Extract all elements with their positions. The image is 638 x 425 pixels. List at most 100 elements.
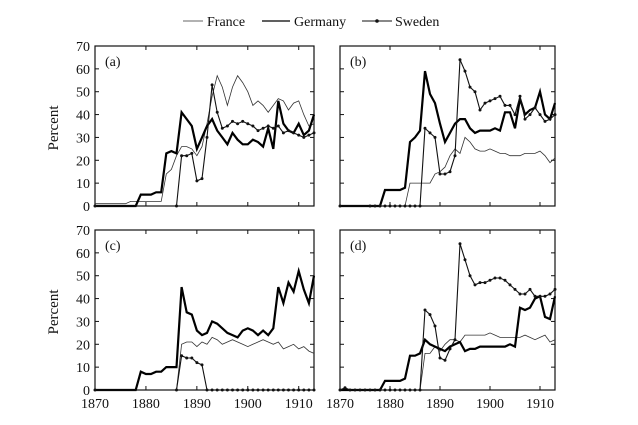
y-tick-label: 50 [76, 86, 90, 101]
point-sweden [473, 90, 477, 94]
point-sweden [523, 117, 527, 121]
point-sweden [378, 204, 382, 208]
point-sweden [483, 281, 487, 285]
point-sweden [185, 154, 189, 158]
point-sweden [483, 101, 487, 105]
x-tick-label: 1880 [132, 397, 160, 412]
point-sweden [200, 177, 204, 181]
point-sweden [528, 113, 532, 117]
series-france [340, 136, 556, 207]
series-germany [95, 266, 316, 392]
point-sweden [498, 94, 502, 98]
point-sweden [543, 294, 547, 298]
point-sweden [433, 324, 437, 328]
point-sweden [241, 119, 245, 123]
point-sweden [528, 287, 532, 291]
point-sweden [418, 204, 422, 208]
x-tick-label: 1870 [326, 397, 354, 412]
point-sweden [205, 135, 209, 139]
point-sweden [353, 388, 357, 392]
point-sweden [488, 278, 492, 282]
point-sweden [220, 388, 224, 392]
point-sweden [368, 388, 372, 392]
point-sweden [246, 122, 250, 126]
point-sweden [508, 283, 512, 287]
point-sweden [533, 294, 537, 298]
point-sweden [348, 388, 352, 392]
x-tick-label: 1880 [376, 397, 404, 412]
point-sweden [93, 204, 97, 208]
point-sweden [493, 97, 497, 101]
point-sweden [363, 388, 367, 392]
x-tick-label: 1890 [183, 397, 211, 412]
point-sweden [383, 204, 387, 208]
point-sweden [553, 113, 557, 117]
point-sweden [518, 292, 522, 296]
point-sweden [195, 361, 199, 365]
point-sweden [215, 110, 219, 114]
point-sweden [478, 108, 482, 112]
legend-marker-sweden [375, 19, 379, 23]
point-sweden [256, 388, 260, 392]
panel-2: (b) [338, 45, 557, 208]
point-sweden [246, 388, 250, 392]
point-sweden [307, 133, 311, 137]
point-sweden [297, 388, 301, 392]
point-sweden [463, 258, 467, 262]
point-sweden [281, 388, 285, 392]
y-tick-label: 40 [76, 109, 90, 124]
point-sweden [236, 122, 240, 126]
point-sweden [548, 292, 552, 296]
point-sweden [478, 281, 482, 285]
point-sweden [251, 124, 255, 128]
point-sweden [287, 129, 290, 133]
point-sweden [388, 388, 392, 392]
panel-label: (d) [350, 239, 367, 254]
point-sweden [180, 154, 184, 158]
point-sweden [413, 204, 417, 208]
y-tick-label: 30 [76, 131, 90, 146]
panel-4: (d) 1870 1880 1890 1900 1910 [326, 229, 557, 412]
point-sweden [468, 274, 472, 278]
point-sweden [503, 278, 507, 282]
legend-label-sweden: Sweden [395, 15, 439, 30]
point-sweden [393, 204, 397, 208]
panel-frame [94, 229, 315, 391]
point-sweden [438, 172, 442, 176]
point-sweden [538, 113, 542, 117]
point-sweden [493, 276, 497, 280]
y-tick-label: 40 [76, 293, 90, 308]
point-sweden [93, 388, 97, 392]
point-sweden [231, 388, 234, 392]
point-sweden [428, 313, 432, 317]
y-axis-label-bottom: Percent [46, 289, 62, 335]
point-sweden [518, 94, 522, 98]
point-sweden [210, 388, 214, 392]
point-sweden [378, 388, 382, 392]
series-france [95, 336, 315, 391]
y-tick-label: 30 [76, 315, 90, 330]
point-sweden [543, 119, 547, 123]
panel-1: (a) 0 10 20 30 40 50 60 70 [76, 40, 316, 215]
point-sweden [453, 154, 457, 158]
y-tick-label: 50 [76, 270, 90, 285]
point-sweden [302, 388, 306, 392]
y-tick-label: 70 [76, 224, 90, 239]
point-sweden [398, 388, 402, 392]
point-sweden [513, 113, 517, 117]
point-sweden [393, 388, 397, 392]
point-sweden [523, 292, 527, 296]
point-sweden [271, 126, 275, 130]
point-sweden [190, 356, 194, 360]
point-sweden [513, 287, 517, 291]
point-sweden [388, 204, 392, 208]
point-sweden [292, 388, 296, 392]
point-sweden [261, 388, 265, 392]
point-sweden [175, 388, 178, 392]
y-tick-label: 10 [76, 361, 90, 376]
point-sweden [498, 276, 502, 280]
point-sweden [241, 388, 245, 392]
series-sweden [95, 84, 315, 207]
point-sweden [236, 388, 240, 392]
